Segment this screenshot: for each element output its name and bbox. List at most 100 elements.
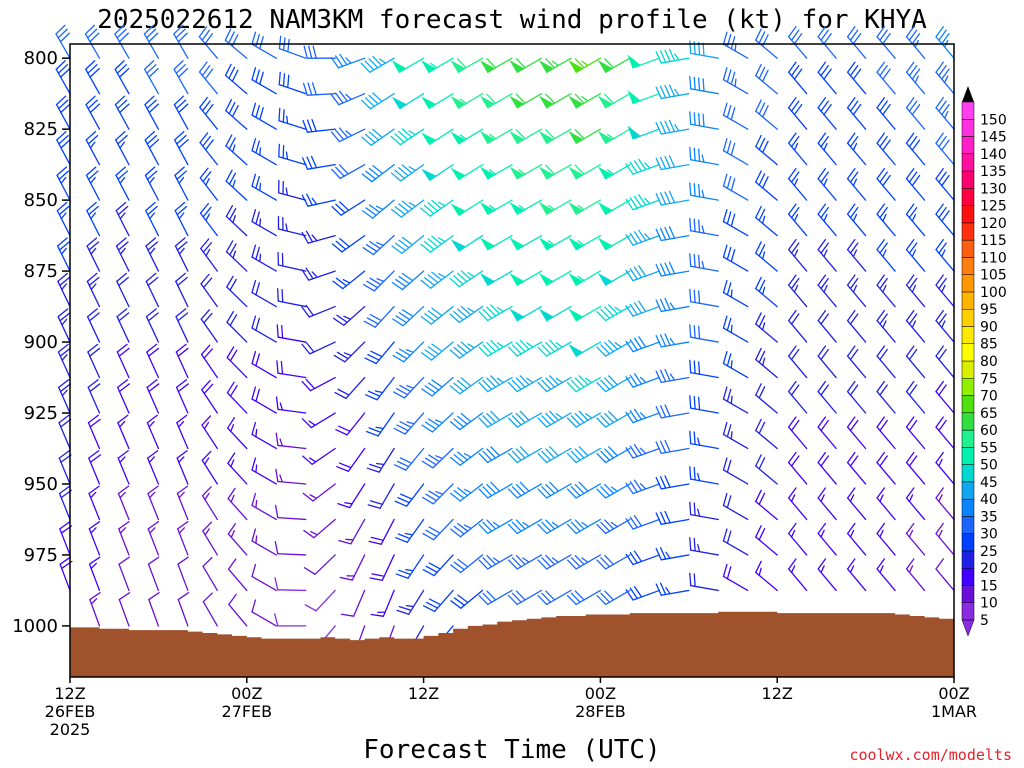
barb-half-feather: [308, 457, 317, 463]
barb-half-feather: [119, 527, 127, 534]
wind-barb: [568, 305, 602, 322]
barb-full-feather: [117, 450, 129, 459]
barb-full-feather: [178, 103, 189, 114]
colorbar-label: 10: [980, 596, 998, 612]
barb-full-feather: [629, 552, 638, 564]
barb-full-feather: [790, 348, 800, 361]
barb-full-feather: [664, 120, 671, 134]
barb-full-feather: [600, 486, 611, 497]
barb-full-feather: [335, 166, 345, 177]
barb-full-feather: [570, 557, 581, 568]
barb-full-feather: [394, 464, 407, 471]
barb-full-feather: [908, 100, 918, 112]
x-tick-label: 00Z: [938, 684, 969, 703]
barb-half-feather: [496, 342, 504, 348]
barb-full-feather: [200, 344, 211, 356]
barb-half-feather: [310, 531, 319, 536]
wind-barb: [115, 166, 130, 201]
barb-half-feather: [823, 142, 828, 151]
barb-pennant: [421, 168, 438, 182]
barb-full-feather: [689, 40, 692, 54]
wind-barb: [393, 376, 425, 399]
wind-barb: [361, 163, 395, 183]
barb-full-feather: [177, 312, 189, 322]
barb-full-feather: [453, 346, 464, 357]
barb-full-feather: [908, 384, 918, 396]
barb-full-feather: [625, 198, 634, 211]
barb-full-feather: [849, 277, 859, 290]
barb-half-feather: [908, 494, 914, 503]
barb-full-feather: [368, 204, 381, 213]
barb-full-feather: [58, 99, 69, 110]
barb-full-feather: [788, 345, 797, 357]
barb-full-feather: [608, 375, 618, 386]
wind-barb: [566, 446, 602, 464]
barb-full-feather: [879, 171, 888, 183]
barb-full-feather: [625, 553, 634, 566]
wind-barb: [788, 487, 808, 521]
barb-half-feather: [232, 250, 237, 259]
wind-barb: [369, 554, 395, 581]
barb-full-feather: [118, 67, 130, 78]
barb-full-feather: [730, 249, 736, 263]
barb-full-feather: [788, 558, 797, 570]
barb-full-feather: [578, 446, 589, 457]
barb-half-feather: [285, 187, 289, 196]
barb-full-feather: [793, 32, 803, 45]
x-axis-label: Forecast Time (UTC): [363, 735, 660, 765]
wind-barb: [225, 99, 248, 130]
barb-full-feather: [425, 493, 438, 502]
barb-full-feather: [515, 58, 526, 69]
wind-barb: [391, 199, 425, 218]
barb-pennant: [597, 60, 614, 74]
wind-barb: [722, 350, 749, 379]
barb-full-feather: [600, 592, 611, 603]
barb-full-feather: [449, 492, 461, 502]
barb-full-feather: [227, 558, 237, 570]
barb-full-feather: [453, 525, 465, 535]
barb-half-feather: [285, 223, 288, 232]
barb-full-feather: [428, 562, 441, 570]
wind-barb: [145, 272, 160, 308]
barb-full-feather: [659, 227, 667, 241]
barb-full-feather: [633, 408, 643, 421]
barb-full-feather: [85, 60, 96, 70]
wind-barb: [278, 71, 307, 95]
barb-full-feather: [908, 313, 918, 325]
barb-full-feather: [339, 576, 353, 581]
barb-half-feather: [435, 455, 444, 460]
wind-barb: [625, 265, 660, 282]
barb-full-feather: [175, 64, 186, 74]
wind-barb: [846, 416, 867, 450]
barb-half-feather: [944, 110, 949, 119]
barb-full-feather: [225, 134, 233, 147]
barb-full-feather: [689, 111, 692, 125]
barb-full-feather: [788, 26, 797, 38]
barb-full-feather: [726, 104, 732, 119]
barb-full-feather: [364, 133, 376, 144]
barb-full-feather: [255, 140, 260, 154]
barb-full-feather: [330, 94, 340, 106]
wind-barb: [722, 421, 749, 450]
barb-full-feather: [251, 563, 257, 578]
barb-half-feather: [204, 457, 210, 465]
barb-full-feather: [366, 317, 379, 325]
barb-full-feather: [490, 375, 501, 386]
wind-barb: [303, 45, 336, 59]
barb-full-feather: [201, 379, 211, 391]
barb-full-feather: [391, 208, 403, 218]
wind-barb: [509, 57, 543, 74]
wind-barb: [362, 234, 395, 256]
barb-full-feather: [537, 346, 548, 357]
barb-half-feather: [911, 284, 917, 293]
barb-full-feather: [201, 29, 211, 41]
wind-barb: [722, 173, 749, 201]
wind-barb: [655, 297, 690, 313]
barb-shaft: [177, 563, 189, 592]
barb-full-feather: [278, 107, 281, 122]
barb-full-feather: [311, 118, 317, 132]
barb-full-feather: [251, 492, 257, 507]
wind-barb: [846, 132, 867, 166]
barb-full-feather: [820, 242, 829, 254]
barb-full-feather: [633, 515, 643, 527]
